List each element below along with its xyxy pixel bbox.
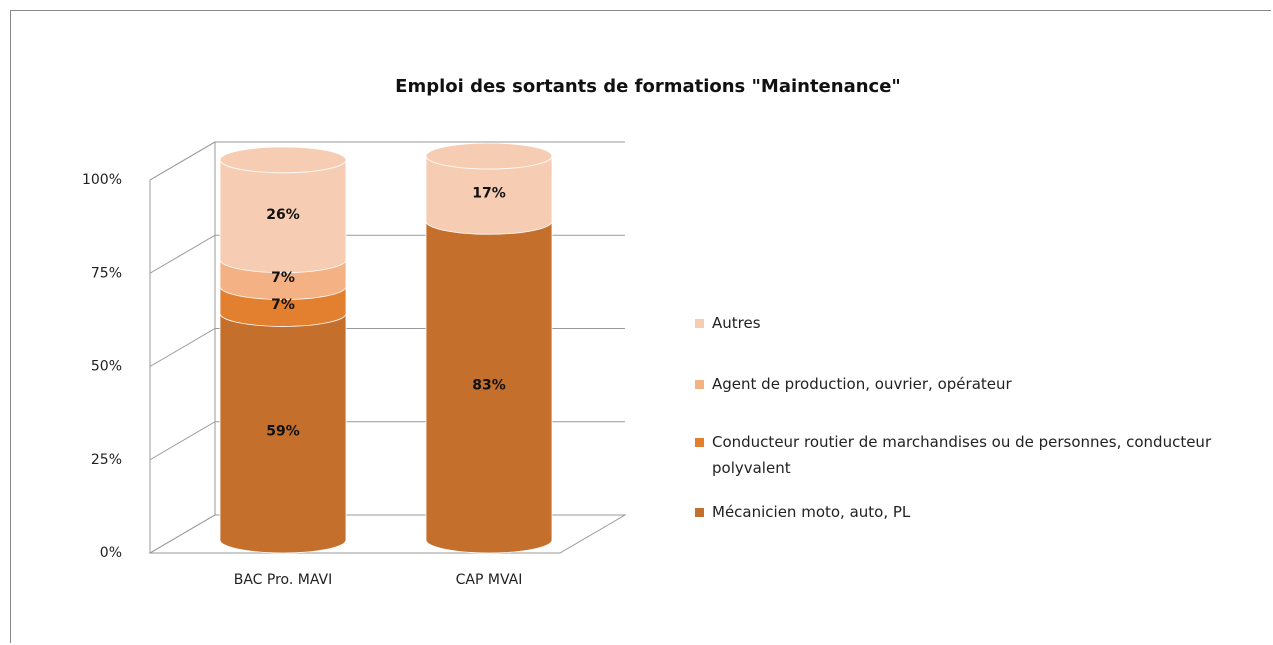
legend-label: Conducteur routier de marchandises ou de… — [712, 433, 1212, 477]
y-tick-label: 25% — [91, 452, 122, 468]
legend-swatch — [695, 380, 704, 389]
x-tick-label: BAC Pro. MAVI — [234, 572, 333, 588]
chart-frame — [10, 10, 1271, 643]
legend-item: Autres — [695, 310, 761, 336]
legend-label: Mécanicien moto, auto, PL — [712, 503, 911, 521]
x-tick-label: CAP MVAI — [456, 572, 523, 588]
legend-swatch — [695, 438, 704, 447]
data-label: 83% — [472, 378, 506, 394]
legend-item: Agent de production, ouvrier, opérateur — [695, 371, 1012, 397]
data-label: 7% — [271, 297, 295, 313]
legend-label: Agent de production, ouvrier, opérateur — [712, 375, 1012, 393]
data-label: 7% — [271, 270, 295, 286]
legend-swatch — [695, 508, 704, 517]
data-label: 59% — [266, 424, 300, 440]
grid-line — [149, 141, 625, 181]
legend-swatch — [695, 319, 704, 328]
cylinder-top — [425, 142, 553, 170]
data-label: 17% — [472, 186, 506, 202]
legend-item: Mécanicien moto, auto, PL — [695, 499, 910, 525]
y-tick-label: 0% — [100, 545, 122, 561]
y-tick-label: 100% — [82, 172, 122, 188]
y-tick-label: 50% — [91, 359, 122, 375]
legend-item: Conducteur routier de marchandises ou de… — [695, 429, 1255, 481]
legend-label: Autres — [712, 314, 761, 332]
data-label: 26% — [266, 207, 300, 223]
y-tick-label: 75% — [91, 265, 122, 281]
chart-title: Emploi des sortants de formations "Maint… — [395, 76, 901, 97]
cylinder-top — [219, 146, 347, 174]
